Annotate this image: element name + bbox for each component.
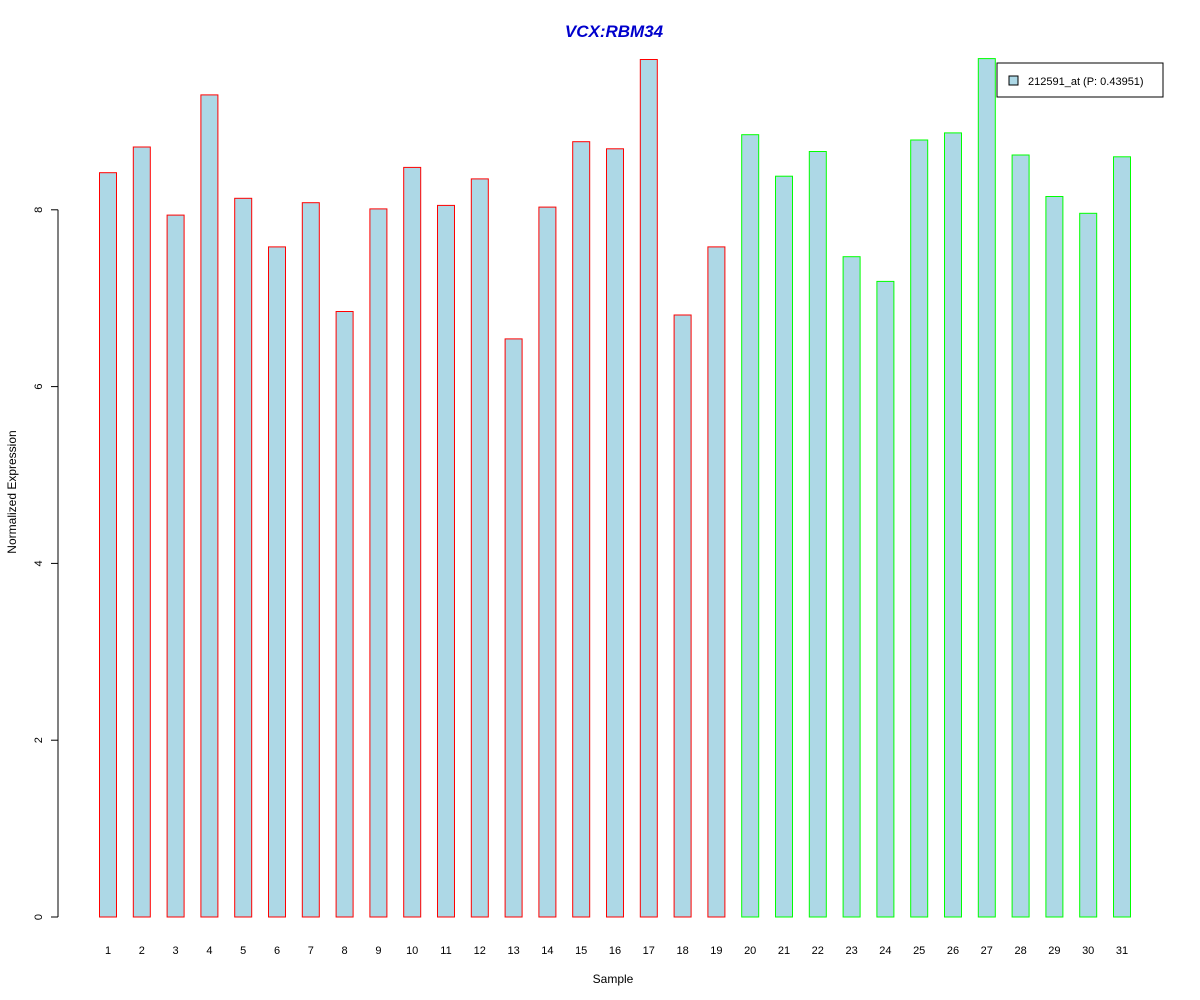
x-tick-label: 29 xyxy=(1048,945,1060,957)
x-tick-label: 18 xyxy=(676,945,688,957)
bar-sample-16 xyxy=(606,148,624,918)
x-tick-label: 22 xyxy=(812,945,824,957)
x-tick-label: 21 xyxy=(778,945,790,957)
x-tick-label: 6 xyxy=(274,945,280,957)
x-tick-label: 17 xyxy=(643,945,655,957)
x-tick-label: 5 xyxy=(240,945,246,957)
x-tick-label: 27 xyxy=(981,945,993,957)
y-tick-label: 2 xyxy=(33,737,45,743)
x-axis-label: Sample xyxy=(593,972,634,986)
bar-sample-20 xyxy=(741,134,760,918)
y-tick-label: 8 xyxy=(33,207,45,213)
x-tick-label: 16 xyxy=(609,945,621,957)
x-tick-label: 3 xyxy=(173,945,179,957)
bar-sample-30 xyxy=(1079,212,1098,918)
y-tick-label: 0 xyxy=(33,914,45,920)
bar-sample-26 xyxy=(944,132,962,918)
y-axis: 0 2 4 6 8 xyxy=(33,207,59,920)
x-tick-label: 31 xyxy=(1116,945,1128,957)
x-tick-label: 9 xyxy=(375,945,381,957)
x-tick-label: 20 xyxy=(744,945,756,957)
x-tick-label: 14 xyxy=(541,945,553,957)
bar-sample-7 xyxy=(301,202,320,918)
x-tick-label: 25 xyxy=(913,945,925,957)
x-tick-label: 10 xyxy=(406,945,418,957)
bar-sample-2 xyxy=(132,146,151,918)
bar-sample-24 xyxy=(876,280,895,918)
x-tick-label: 24 xyxy=(879,945,891,957)
bar-sample-15 xyxy=(572,141,591,918)
bar-sample-21 xyxy=(775,175,793,918)
bars-layer xyxy=(99,58,1131,918)
bar-sample-12 xyxy=(470,178,489,918)
legend-swatch xyxy=(1008,75,1019,86)
x-tick-label: 4 xyxy=(206,945,212,957)
x-tick-label: 15 xyxy=(575,945,587,957)
x-tick-label: 30 xyxy=(1082,945,1094,957)
bar-sample-28 xyxy=(1011,154,1030,918)
legend-label: 212591_at (P: 0.43951) xyxy=(1028,76,1144,88)
bar-sample-19 xyxy=(707,246,726,918)
bar-sample-1 xyxy=(99,172,117,918)
bar-sample-17 xyxy=(639,59,658,918)
bar-sample-31 xyxy=(1113,156,1131,918)
bar-sample-9 xyxy=(369,208,388,918)
x-tick-labels: 1 2 3 4 5 6 7 8 9 10 11 12 13 14 15 16 17 18 19 20 21 22 23 24 2… xyxy=(105,945,1128,957)
bar-sample-22 xyxy=(808,151,827,918)
x-tick-label: 23 xyxy=(845,945,857,957)
x-tick-label: 8 xyxy=(342,945,348,957)
x-tick-label: 1 xyxy=(105,945,111,957)
x-tick-label: 11 xyxy=(440,945,451,957)
bar-sample-4 xyxy=(200,94,219,918)
x-tick-label: 13 xyxy=(507,945,519,957)
bar-sample-23 xyxy=(842,256,861,918)
bar-sample-11 xyxy=(437,204,455,918)
y-tick-label: 6 xyxy=(33,384,45,390)
bar-sample-8 xyxy=(335,311,354,918)
legend-box xyxy=(996,62,1164,98)
y-axis-label: Normalized Expression xyxy=(5,430,19,553)
bar-sample-29 xyxy=(1045,196,1064,918)
bar-sample-27 xyxy=(977,58,996,918)
bar-sample-6 xyxy=(268,246,286,918)
bar-sample-10 xyxy=(403,166,422,918)
x-tick-label: 28 xyxy=(1014,945,1026,957)
x-tick-label: 7 xyxy=(308,945,314,957)
y-tick-label: 4 xyxy=(33,560,45,566)
x-tick-label: 2 xyxy=(139,945,145,957)
bar-sample-18 xyxy=(673,314,692,918)
bar-sample-14 xyxy=(538,206,557,918)
bar-sample-3 xyxy=(166,214,185,918)
chart-title: VCX:RBM34 xyxy=(565,22,664,41)
x-tick-label: 26 xyxy=(947,945,959,957)
bar-sample-25 xyxy=(910,139,929,918)
x-tick-label: 12 xyxy=(474,945,486,957)
bar-sample-5 xyxy=(234,197,253,918)
bar-sample-13 xyxy=(504,338,523,918)
legend: 212591_at (P: 0.43951) xyxy=(996,62,1164,98)
x-tick-label: 19 xyxy=(710,945,722,957)
